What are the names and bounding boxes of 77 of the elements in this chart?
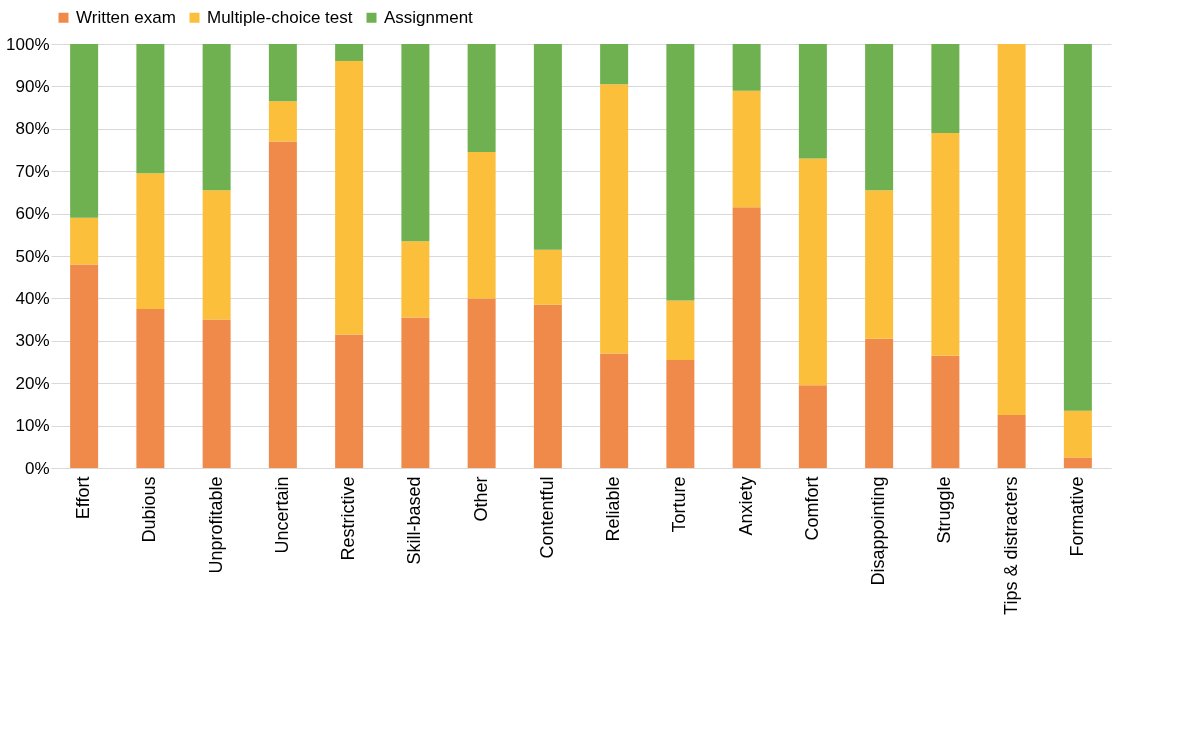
bar <box>467 298 496 468</box>
bar <box>997 44 1026 415</box>
x-tick-label: Other <box>470 476 491 522</box>
bar <box>666 300 695 360</box>
x-tick-label: Dubious <box>139 476 160 543</box>
bar <box>931 133 960 356</box>
bar <box>70 264 99 468</box>
bar <box>533 44 562 250</box>
y-tick-label: 0% <box>24 458 50 478</box>
bar <box>136 309 165 468</box>
legend-label: Written exam <box>76 7 176 27</box>
x-tick-label: Torture <box>669 476 690 533</box>
bar <box>202 190 231 320</box>
bar <box>600 44 629 85</box>
y-tick-label: 80% <box>15 119 50 139</box>
y-tick-label: 40% <box>15 288 50 308</box>
bar <box>70 217 99 265</box>
x-tick-label: Formative <box>1066 476 1087 557</box>
bar <box>1063 410 1092 458</box>
bar <box>335 44 364 61</box>
bar <box>865 338 894 468</box>
x-tick-label: Tips & distracters <box>1000 476 1021 615</box>
x-tick-label: Skill-based <box>404 476 425 565</box>
x-tick-label: Effort <box>73 476 94 520</box>
x-tick-label: Restrictive <box>338 476 359 561</box>
bar <box>600 353 629 468</box>
y-tick-label: 100% <box>6 34 50 54</box>
bar <box>732 207 761 468</box>
bar <box>666 359 695 468</box>
bar <box>931 44 960 134</box>
y-tick-label: 30% <box>15 331 50 351</box>
bar <box>335 60 364 335</box>
legend-label: Multiple-choice test <box>207 7 353 27</box>
bar <box>268 101 297 142</box>
x-tick-label: Uncertain <box>271 476 292 554</box>
bar <box>335 334 364 468</box>
bar <box>1063 457 1092 468</box>
x-tick-label: Anxiety <box>735 476 756 536</box>
bar <box>732 90 761 208</box>
bar <box>798 158 827 386</box>
bar <box>798 44 827 159</box>
bar <box>467 44 496 153</box>
bar <box>136 173 165 309</box>
bar <box>533 249 562 305</box>
x-tick-label: Reliable <box>603 476 624 542</box>
bar <box>1063 44 1092 411</box>
legend-label: Assignment <box>384 7 474 27</box>
bar <box>865 190 894 339</box>
bar <box>732 44 761 91</box>
y-tick-label: 90% <box>15 76 50 96</box>
bar <box>865 44 894 191</box>
bar <box>202 319 231 468</box>
bar <box>202 44 231 191</box>
y-tick-label: 60% <box>15 204 50 224</box>
x-tick-label: Struggle <box>934 476 955 544</box>
y-tick-label: 20% <box>15 373 50 393</box>
bar <box>136 44 165 174</box>
x-tick-label: Contentful <box>536 476 557 559</box>
y-tick-label: 50% <box>15 246 50 266</box>
x-tick-label: Comfort <box>801 476 822 541</box>
y-tick-label: 70% <box>15 161 50 181</box>
bar <box>401 44 430 242</box>
bar <box>997 415 1026 468</box>
bar <box>798 385 827 468</box>
bar <box>600 84 629 354</box>
x-tick-label: Unprofitable <box>205 476 226 574</box>
bar <box>268 44 297 102</box>
bar <box>467 152 496 299</box>
bar <box>401 317 430 468</box>
bar <box>533 304 562 468</box>
bar <box>931 355 960 468</box>
bar <box>401 241 430 318</box>
bar <box>666 44 695 301</box>
bar <box>268 141 297 468</box>
bar <box>70 44 99 218</box>
y-tick-label: 10% <box>15 416 50 436</box>
x-tick-label: Disappointing <box>868 476 889 586</box>
